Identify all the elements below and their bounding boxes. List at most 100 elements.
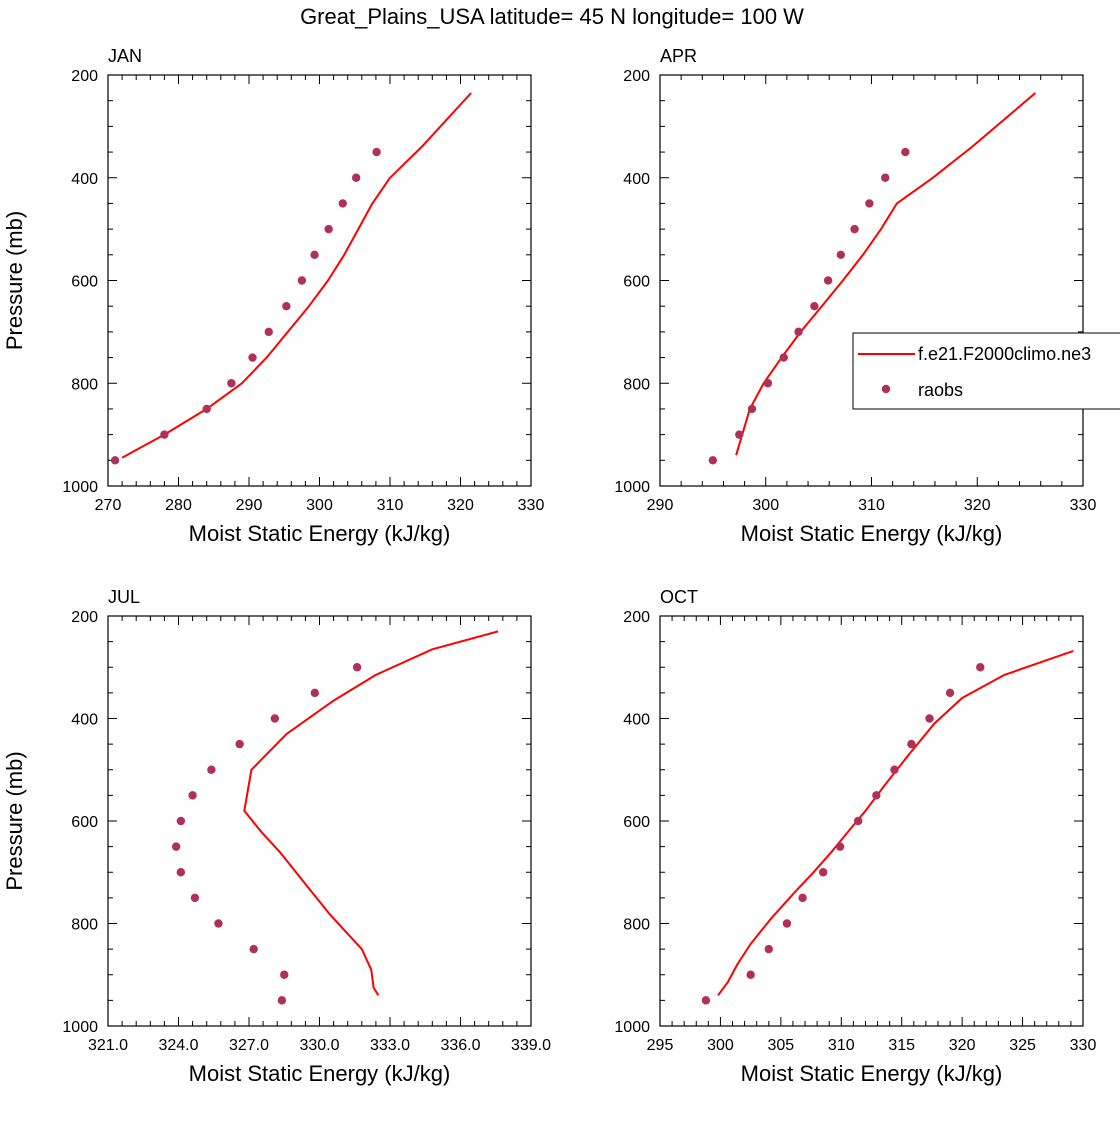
obs-point <box>907 739 916 749</box>
obs-point <box>747 404 757 414</box>
obs-point <box>823 276 833 285</box>
legend-box <box>852 332 1120 410</box>
x-tick-label: 310 <box>858 497 885 514</box>
obs-point <box>925 714 934 723</box>
legend-obs-marker <box>881 384 891 394</box>
panel-label: APR <box>660 46 697 66</box>
x-tick-label: 290 <box>236 497 263 514</box>
obs-point <box>798 893 807 903</box>
y-tick-label: 1000 <box>62 1019 98 1036</box>
obs-point <box>810 301 819 311</box>
x-tick-label: 330.0 <box>299 1037 339 1054</box>
obs-point <box>171 842 181 851</box>
data-layer <box>171 630 499 1005</box>
obs-point <box>746 970 755 979</box>
y-axis-title: Pressure (mb) <box>2 211 27 350</box>
y-tick-label: 400 <box>71 712 98 729</box>
x-tick-label: 320 <box>949 1037 976 1054</box>
model-profile-line <box>243 630 499 996</box>
obs-point <box>782 919 792 928</box>
y-tick-label: 1000 <box>614 479 650 496</box>
y-tick-label: 800 <box>623 376 650 393</box>
obs-point <box>235 739 244 749</box>
y-tick-label: 600 <box>623 274 650 291</box>
x-axis-title: Moist Static Energy (kJ/kg) <box>189 521 451 546</box>
obs-point <box>794 327 803 337</box>
obs-point <box>264 327 273 337</box>
obs-point <box>190 893 200 903</box>
y-tick-label: 200 <box>71 609 98 626</box>
x-tick-label: 330 <box>1070 497 1097 514</box>
obs-point <box>835 842 845 851</box>
x-tick-label: 330 <box>518 497 545 514</box>
x-tick-label: 300 <box>306 497 333 514</box>
y-tick-label: 400 <box>71 171 98 188</box>
obs-point <box>324 224 333 234</box>
x-tick-label: 320 <box>447 497 474 514</box>
y-tick-label: 1000 <box>614 1019 650 1036</box>
model-profile-line <box>717 649 1074 996</box>
plot-frame <box>107 615 532 1027</box>
x-tick-label: 290 <box>647 497 674 514</box>
x-tick-label: 339.0 <box>511 1037 551 1054</box>
x-tick-label: 325 <box>1009 1037 1036 1054</box>
y-tick-label: 800 <box>71 376 98 393</box>
obs-point <box>110 456 120 465</box>
obs-point <box>872 791 881 800</box>
x-axis-title: Moist Static Energy (kJ/kg) <box>741 521 1003 546</box>
plot-frame <box>659 74 1084 487</box>
obs-point <box>976 663 985 672</box>
x-tick-label: 310 <box>377 497 404 514</box>
obs-point <box>945 688 955 698</box>
y-tick-label: 1000 <box>62 479 98 496</box>
obs-point <box>160 430 169 439</box>
obs-point <box>735 430 744 439</box>
x-tick-label: 327.0 <box>229 1037 269 1054</box>
plot-frame <box>107 74 532 487</box>
obs-point <box>249 944 258 954</box>
obs-point <box>176 816 186 826</box>
obs-point <box>854 816 863 826</box>
y-tick-label: 600 <box>71 274 98 291</box>
obs-point <box>202 404 211 414</box>
obs-point <box>764 944 773 954</box>
obs-point <box>352 663 362 672</box>
obs-point <box>248 353 257 362</box>
x-tick-label: 305 <box>768 1037 795 1054</box>
obs-point <box>763 379 773 388</box>
obs-point <box>297 276 307 285</box>
obs-point <box>779 353 788 362</box>
x-tick-label: 270 <box>95 497 122 514</box>
obs-point <box>701 996 711 1005</box>
x-tick-label: 330 <box>1070 1037 1097 1054</box>
plot-frame <box>659 615 1084 1027</box>
y-tick-label: 200 <box>71 68 98 85</box>
obs-point <box>277 996 287 1005</box>
legend: f.e21.F2000climo.ne3 raobs <box>852 332 1120 410</box>
legend-obs-label: raobs <box>918 380 963 400</box>
obs-point <box>227 379 236 388</box>
obs-point <box>818 868 828 877</box>
y-tick-label: 200 <box>623 609 650 626</box>
obs-point <box>708 456 718 465</box>
y-tick-label: 400 <box>623 171 650 188</box>
obs-point <box>836 250 846 260</box>
obs-point <box>270 714 280 723</box>
obs-point <box>280 970 289 979</box>
x-axis-title: Moist Static Energy (kJ/kg) <box>741 1061 1003 1086</box>
legend-model-label: f.e21.F2000climo.ne3 <box>918 344 1091 364</box>
x-tick-label: 295 <box>647 1037 674 1054</box>
x-tick-label: 333.0 <box>370 1037 410 1054</box>
panel-label: OCT <box>660 587 698 607</box>
obs-point <box>214 919 223 928</box>
obs-point <box>282 301 291 311</box>
obs-point <box>338 199 347 208</box>
y-tick-label: 600 <box>71 814 98 831</box>
obs-point <box>351 173 361 182</box>
x-tick-label: 300 <box>752 497 779 514</box>
